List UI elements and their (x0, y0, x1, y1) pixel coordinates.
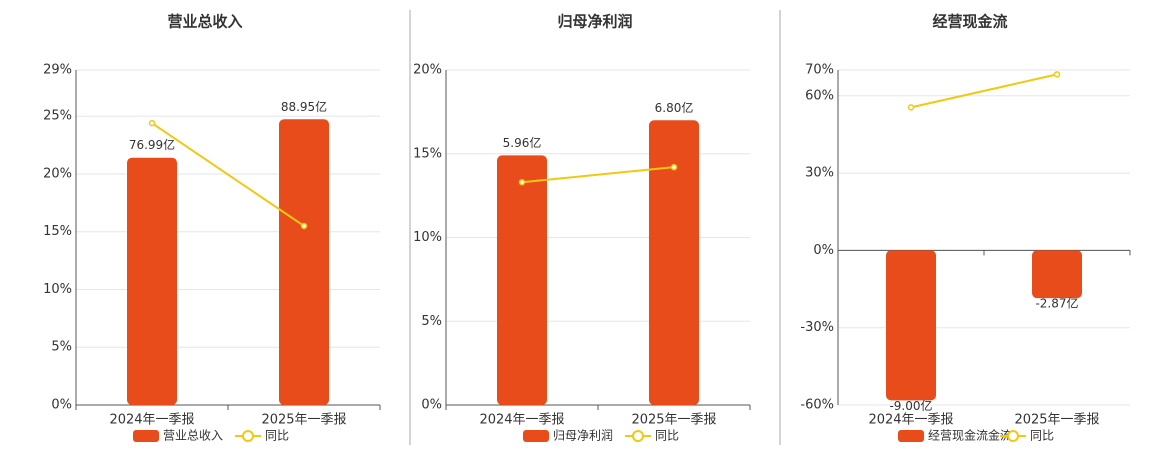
x-tick-label: 2025年一季报 (1014, 413, 1099, 428)
y-tick-label: 5% (421, 314, 442, 329)
yoy-point (1053, 71, 1061, 78)
legend-label: 经营现金流金流 (928, 428, 1012, 443)
chart-title: 营业总收入 (167, 13, 242, 31)
legend-label: 同比 (1030, 429, 1054, 443)
bar (1032, 250, 1082, 299)
bar (497, 155, 547, 405)
y-tick-label: 15% (43, 224, 72, 239)
bar (649, 120, 699, 405)
yoy-point (670, 163, 678, 171)
y-tick-label: 0% (421, 398, 442, 413)
legend-label: 同比 (265, 429, 289, 443)
yoy-line (910, 73, 1058, 109)
bar-value-label: 76.99亿 (129, 137, 175, 152)
y-tick-label: -60% (800, 398, 834, 413)
y-tick-label: -30% (800, 320, 834, 335)
legend-swatch (1007, 430, 1019, 442)
bar-value-label: 5.96亿 (503, 135, 542, 150)
y-tick-label: 0% (813, 243, 834, 258)
bar-value-label: -2.87亿 (1035, 296, 1078, 311)
bar-value-label: -9.00亿 (889, 398, 932, 413)
bar (279, 119, 329, 405)
y-tick-label: 60% (805, 88, 834, 103)
y-tick-label: 10% (43, 282, 72, 297)
x-tick-label: 2024年一季报 (479, 413, 564, 428)
y-tick-label: 20% (413, 63, 442, 78)
legend-label: 同比 (655, 429, 679, 443)
legend-swatch (242, 430, 254, 442)
y-tick-label: 15% (413, 146, 442, 161)
legend-swatch (632, 430, 644, 442)
chart-title: 经营现金流 (932, 13, 1007, 31)
y-tick-label: 25% (43, 109, 72, 124)
yoy-point (907, 104, 915, 111)
legend-label: 营业总收入 (163, 429, 223, 443)
yoy-point (518, 178, 526, 186)
bar (127, 157, 177, 405)
y-tick-label: 30% (805, 166, 834, 181)
legend-swatch (133, 430, 159, 442)
yoy-line (521, 166, 675, 184)
x-tick-label: 2025年一季报 (631, 413, 716, 428)
bar-value-label: 88.95亿 (281, 99, 327, 114)
y-tick-label: 10% (413, 230, 442, 245)
yoy-point (300, 222, 308, 230)
legend-swatch (898, 430, 924, 442)
x-tick-label: 2025年一季报 (261, 413, 346, 428)
bar (886, 250, 936, 401)
chart-title: 归母净利润 (557, 13, 632, 31)
x-tick-label: 2024年一季报 (109, 413, 194, 428)
legend-label: 归母净利润 (553, 429, 613, 443)
y-tick-label: 70% (805, 63, 834, 78)
yoy-point (148, 119, 156, 127)
x-tick-label: 2024年一季报 (868, 413, 953, 428)
yoy-line (151, 122, 305, 227)
y-tick-label: 5% (51, 340, 72, 355)
y-tick-label: 0% (51, 398, 72, 413)
bar-value-label: 6.80亿 (655, 100, 694, 115)
legend-swatch (523, 430, 549, 442)
y-tick-label: 29% (43, 63, 72, 78)
y-tick-label: 20% (43, 166, 72, 181)
